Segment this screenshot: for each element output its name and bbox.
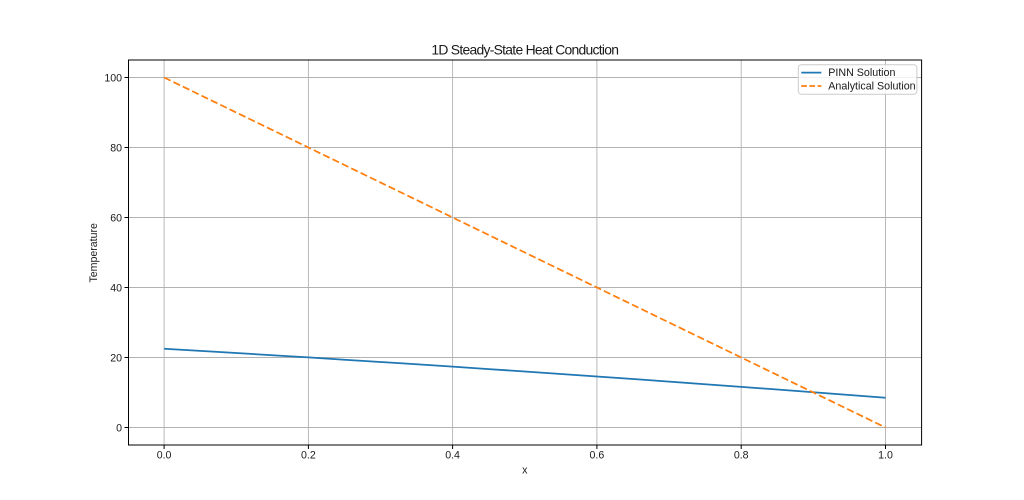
svg-text:0.6: 0.6 — [590, 450, 605, 462]
svg-text:40: 40 — [110, 282, 122, 294]
svg-text:Analytical Solution: Analytical Solution — [828, 81, 915, 93]
svg-text:100: 100 — [104, 72, 122, 84]
svg-text:1D Steady-State Heat Conductio: 1D Steady-State Heat Conduction — [431, 41, 618, 57]
svg-text:20: 20 — [110, 352, 122, 364]
svg-text:0.2: 0.2 — [301, 450, 316, 462]
svg-text:0: 0 — [116, 422, 122, 434]
svg-text:0.0: 0.0 — [157, 450, 172, 462]
svg-text:0.8: 0.8 — [734, 450, 749, 462]
svg-text:Temperature: Temperature — [88, 223, 100, 283]
svg-text:x: x — [522, 464, 528, 476]
svg-text:0.4: 0.4 — [445, 450, 460, 462]
svg-text:PINN Solution: PINN Solution — [828, 67, 895, 79]
svg-text:1.0: 1.0 — [878, 450, 893, 462]
svg-text:80: 80 — [110, 142, 122, 154]
svg-text:60: 60 — [110, 212, 122, 224]
